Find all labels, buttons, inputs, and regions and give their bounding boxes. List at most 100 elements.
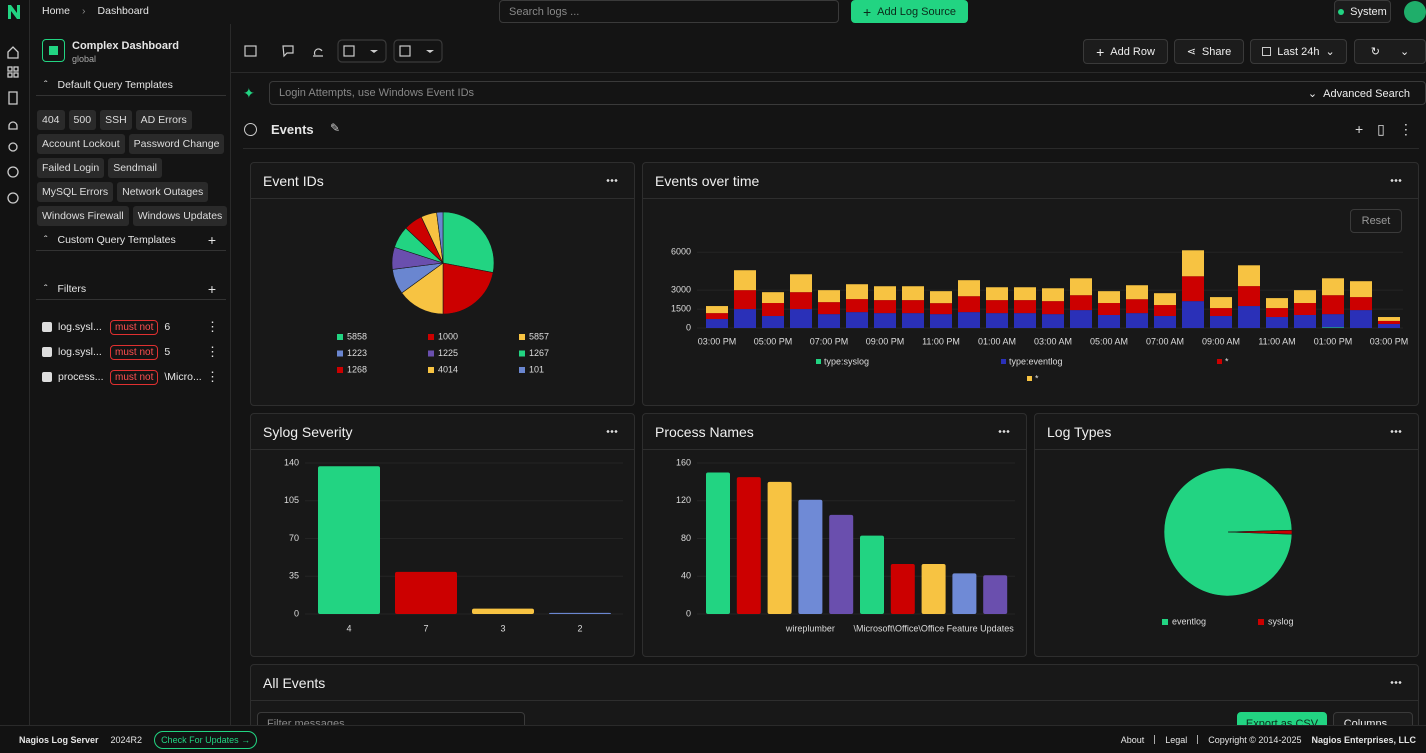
bar-segment	[958, 312, 980, 328]
version: 2024R2	[110, 734, 143, 745]
add-log-source[interactable]: + Add Log Source	[851, 0, 968, 23]
filter-value: \Micro...	[164, 371, 202, 383]
share[interactable]: ⋖ Share	[1174, 39, 1244, 64]
bar-segment	[734, 309, 756, 328]
bar-segment	[1238, 286, 1260, 307]
bar-segment	[1070, 310, 1092, 328]
template-chip[interactable]: Password Change	[128, 134, 225, 154]
query-input[interactable]: Login Attempts, use Windows Event IDs ⌄ A…	[269, 81, 1426, 105]
label: Add Log Source	[877, 5, 957, 18]
template-chip[interactable]: SSH	[100, 110, 132, 130]
bar-segment	[1070, 295, 1092, 311]
y-tick-label: 1500	[671, 303, 691, 313]
bar-segment	[902, 286, 924, 301]
chart: 0 1500 3000 6000 03:00 PM 05:00 PM 07:00 PM 09:…	[671, 247, 1408, 384]
checkbox[interactable]	[42, 347, 52, 357]
bar-segment	[818, 290, 840, 303]
y-tick-label: 120	[676, 495, 691, 505]
sidebar: Complex Dashboard global	[30, 24, 231, 725]
template-chip[interactable]: 500	[68, 110, 97, 130]
bar-segment	[846, 284, 868, 300]
menu[interactable]	[1390, 179, 1402, 182]
pie-slice	[436, 211, 444, 264]
template-chip[interactable]: 404	[37, 110, 65, 130]
default-templates-header[interactable]: ˆ Default Query Templates	[36, 74, 226, 96]
menu[interactable]	[1390, 430, 1402, 433]
y-tick-label: 160	[676, 457, 691, 467]
legend-label: 1225	[438, 348, 458, 358]
template-chip[interactable]: MySQL Errors	[37, 182, 114, 202]
bar-segment	[818, 314, 840, 328]
custom-templates-header[interactable]: ˆ Custom Query Templates +	[36, 229, 226, 251]
filter-op: must not	[110, 319, 159, 335]
system[interactable]: System	[1334, 0, 1391, 23]
panel: Log Types eventlog syslog	[1034, 413, 1419, 657]
edit-icon[interactable]: ✎	[330, 121, 341, 135]
filters-header[interactable]: ˆ Filters +	[36, 278, 226, 300]
filter-menu[interactable]: ⋮	[206, 319, 219, 334]
template-chip[interactable]: AD Errors	[135, 110, 192, 130]
search-logs[interactable]: Search logs ...	[499, 0, 839, 23]
template-chip[interactable]: Failed Login	[37, 158, 105, 178]
bar-segment	[1154, 305, 1176, 317]
menu[interactable]	[606, 430, 618, 433]
section-actions[interactable]: +▯⋮	[1355, 121, 1426, 137]
template-chip[interactable]: Network Outages	[117, 182, 209, 202]
filter-op: must not	[110, 369, 159, 385]
panel-title: Process Names	[655, 423, 754, 440]
filter-menu[interactable]: ⋮	[206, 344, 219, 359]
add-row[interactable]: + Add Row	[1083, 39, 1168, 64]
rail-icons	[7, 5, 20, 204]
dashboard-name[interactable]: Complex Dashboard	[72, 40, 179, 52]
menu[interactable]	[606, 179, 618, 182]
template-chip[interactable]: Windows Firewall	[37, 206, 129, 226]
legend-label: eventlog	[1172, 616, 1206, 626]
section-title: Events	[271, 122, 314, 137]
template-chip[interactable]: Sendmail	[108, 158, 162, 178]
checkbox[interactable]	[42, 372, 52, 382]
filter-menu[interactable]: ⋮	[206, 369, 219, 384]
bar-segment	[1098, 291, 1120, 304]
label: Reset	[1361, 215, 1391, 227]
filter-value: 6	[164, 321, 171, 333]
menu[interactable]	[1390, 681, 1402, 684]
bar-segment	[790, 274, 812, 293]
menu[interactable]	[998, 430, 1010, 433]
avatar[interactable]	[1404, 1, 1426, 23]
legend-label: 1267	[529, 348, 549, 358]
chart: 0 35 70 105 140 4 7 3 2	[284, 457, 623, 633]
template-chip[interactable]: Account Lockout	[37, 134, 125, 154]
reset-button[interactable]: Reset	[1350, 209, 1402, 233]
x-tick-label: 05:00 PM	[754, 336, 793, 346]
bar-segment	[1098, 315, 1120, 328]
bar	[798, 499, 823, 614]
bar-segment	[902, 300, 924, 314]
x-tick-label: wireplumber	[785, 623, 835, 633]
check-updates[interactable]: Check For Updates →	[154, 730, 258, 749]
legal[interactable]: Legal	[1165, 734, 1188, 745]
legend-label: 101	[529, 364, 544, 374]
pie-slice	[1163, 467, 1293, 597]
bar-segment	[986, 313, 1008, 328]
bar	[736, 477, 761, 614]
panel-title: Sylog Severity	[263, 423, 353, 440]
crumb[interactable]: Home	[42, 5, 71, 17]
bar-segment	[762, 316, 784, 328]
bar-segment	[762, 303, 784, 317]
label: Custom Query Templates	[57, 233, 176, 246]
checkbox[interactable]	[42, 322, 52, 332]
pie-slice	[1227, 529, 1293, 535]
advanced-search[interactable]: Advanced Search	[1323, 87, 1410, 100]
bar-segment	[1126, 299, 1148, 314]
bar-segment	[1182, 250, 1204, 277]
about[interactable]: About	[1120, 734, 1145, 745]
bar-segment	[846, 299, 868, 313]
crumb[interactable]: Dashboard	[97, 5, 149, 17]
time-range[interactable]: Last 24h ⌄	[1250, 39, 1347, 64]
bar-segment	[1238, 265, 1260, 287]
label: Check For Updates	[161, 734, 239, 745]
refresh[interactable]: ↻ ⌄	[1354, 39, 1426, 64]
label: System	[1350, 5, 1387, 18]
collapse-icon[interactable]	[244, 123, 257, 136]
template-chip[interactable]: Windows Updates	[132, 206, 228, 226]
